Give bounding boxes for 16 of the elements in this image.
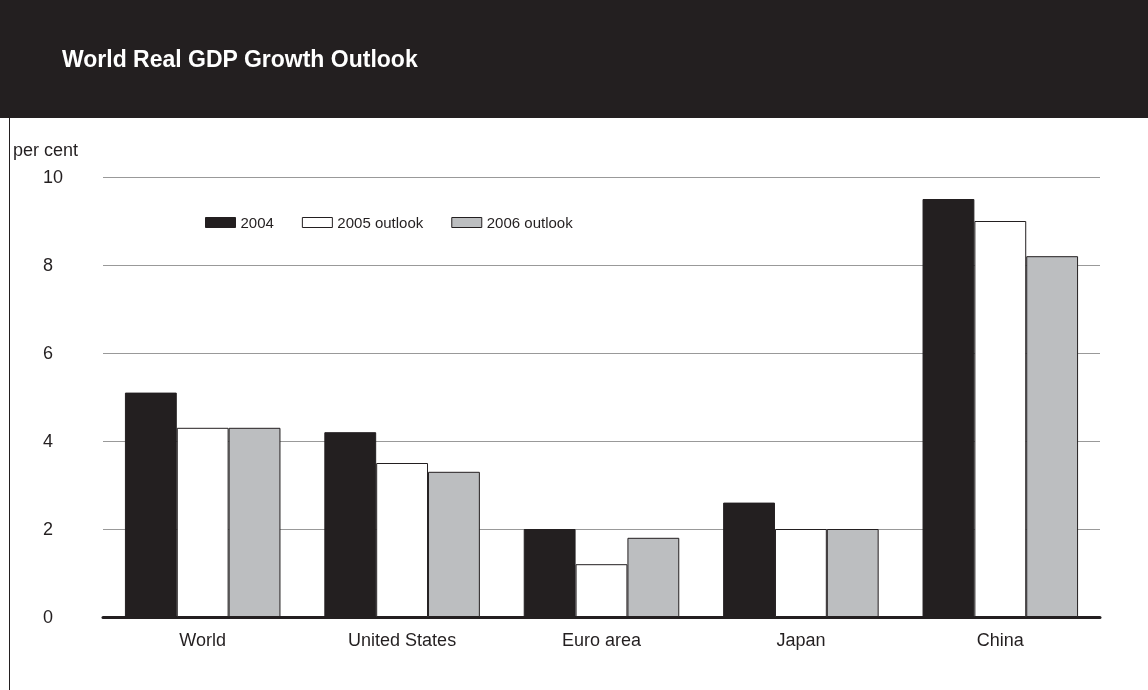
y-tick-label: 4 (43, 431, 54, 451)
legend-label: 2006 outlook (486, 214, 574, 231)
y-tick-label: 6 (43, 343, 54, 363)
legend-label: 2004 (240, 214, 274, 231)
y-axis-title: per cent (13, 140, 79, 160)
y-tick-label: 2 (43, 519, 54, 539)
x-tick-label: World (179, 630, 227, 650)
chart-title: World Real GDP Growth Outlook (62, 46, 418, 73)
legend-label: 2005 outlook (337, 214, 424, 231)
y-tick-label: 8 (43, 255, 54, 275)
x-tick-label: Japan (776, 630, 826, 650)
x-tick-label: China (976, 630, 1025, 650)
y-tick-label: 10 (43, 167, 64, 187)
y-tick-label: 0 (43, 607, 54, 627)
x-tick-label: Euro area (561, 630, 643, 650)
x-tick-label: United States (348, 630, 457, 650)
